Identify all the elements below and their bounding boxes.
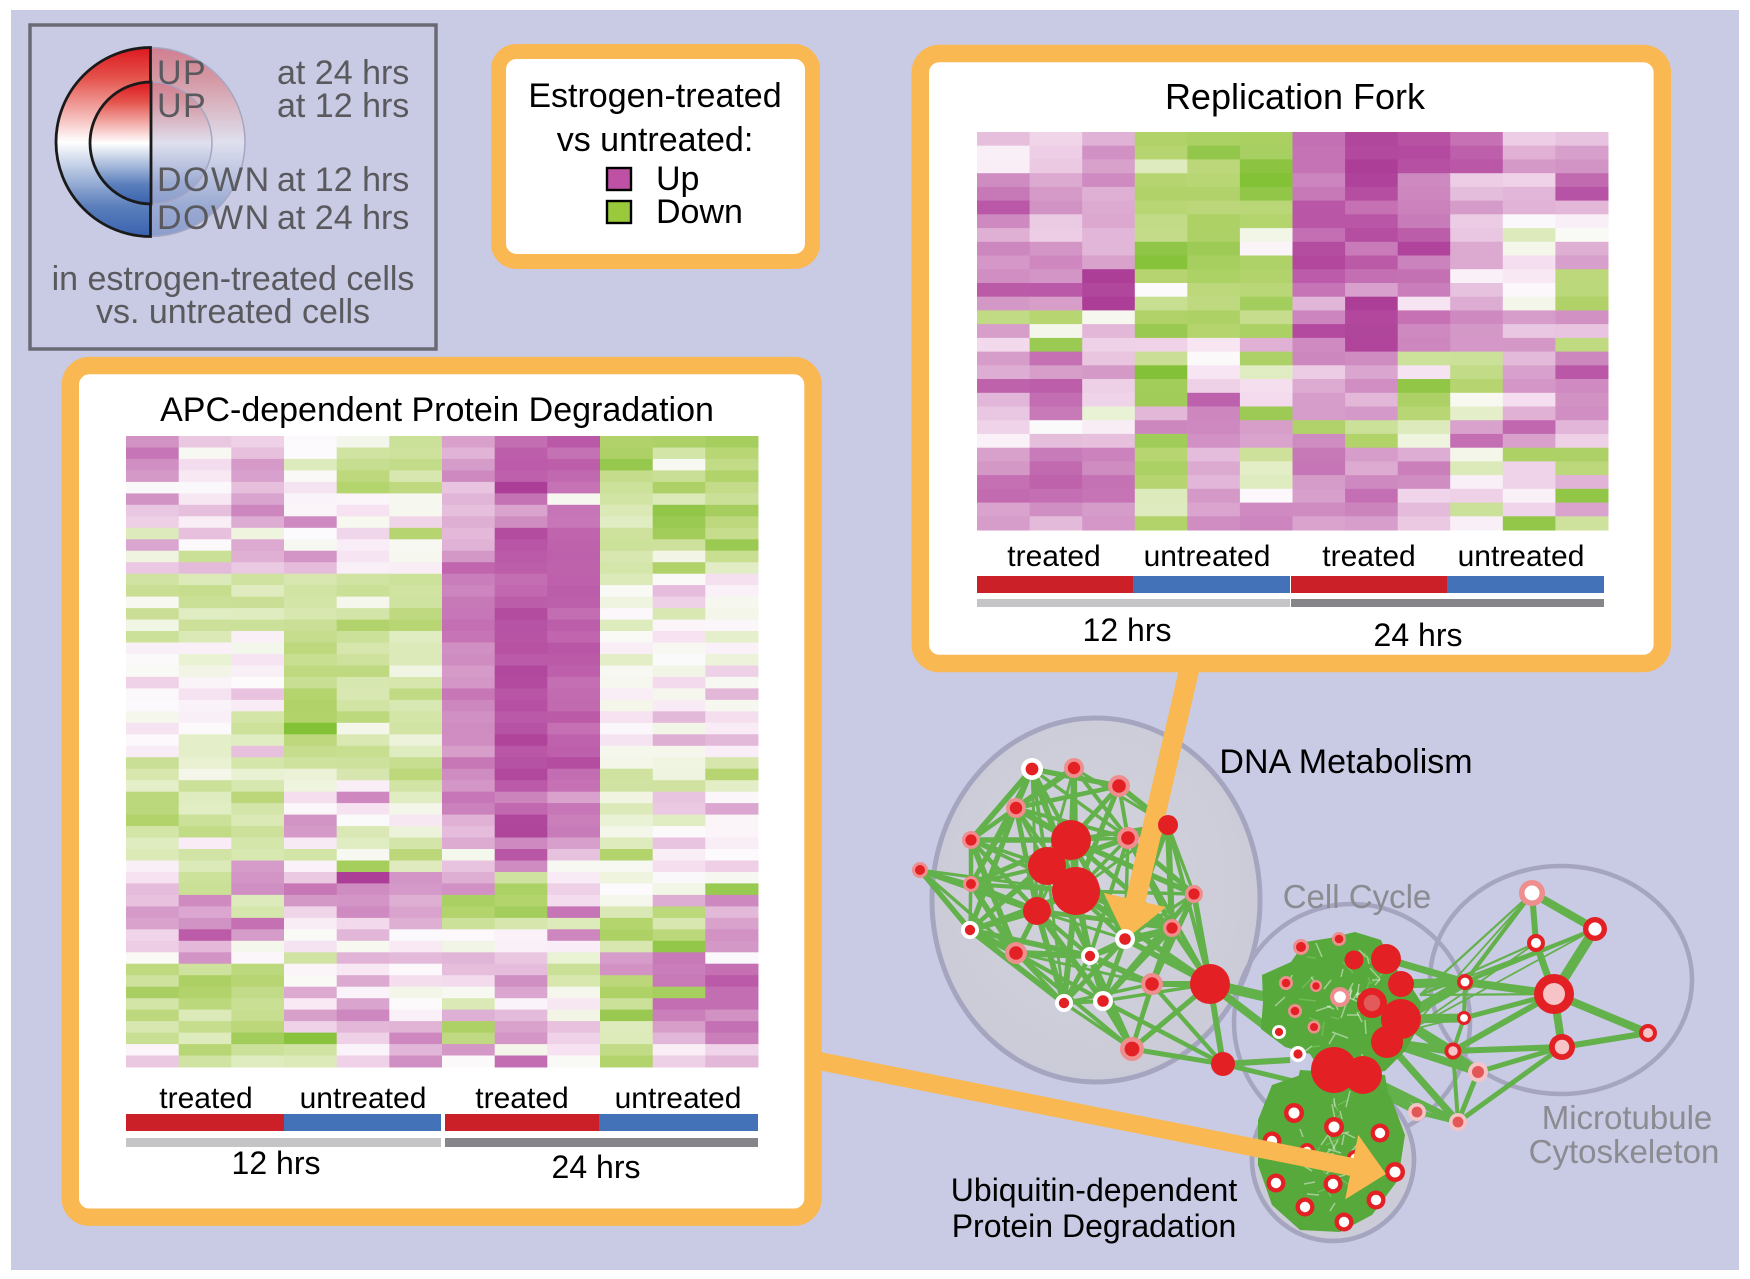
svg-text:vs. untreated cells: vs. untreated cells	[96, 293, 370, 331]
svg-text:Cell Cycle: Cell Cycle	[1283, 878, 1432, 915]
svg-text:UP: UP	[157, 87, 207, 125]
svg-text:Microtubule: Microtubule	[1542, 1099, 1713, 1136]
svg-text:Up: Up	[656, 160, 699, 198]
svg-text:24 hrs: 24 hrs	[1374, 617, 1463, 653]
svg-text:at 12 hrs: at 12 hrs	[277, 87, 409, 125]
svg-text:24 hrs: 24 hrs	[552, 1149, 641, 1185]
svg-text:treated: treated	[1007, 540, 1100, 573]
svg-text:Ubiquitin-dependent: Ubiquitin-dependent	[951, 1172, 1238, 1208]
svg-text:DOWN: DOWN	[157, 199, 271, 237]
svg-text:Cytoskeleton: Cytoskeleton	[1529, 1133, 1720, 1170]
svg-text:DNA Metabolism: DNA Metabolism	[1219, 743, 1472, 781]
svg-text:Down: Down	[656, 193, 743, 231]
svg-text:untreated: untreated	[1458, 540, 1585, 573]
svg-text:untreated: untreated	[300, 1082, 427, 1115]
svg-text:at 24 hrs: at 24 hrs	[277, 199, 409, 237]
svg-text:untreated: untreated	[615, 1082, 742, 1115]
svg-text:in estrogen-treated cells: in estrogen-treated cells	[52, 260, 415, 298]
svg-text:UP: UP	[157, 54, 207, 92]
svg-text:at 12 hrs: at 12 hrs	[277, 161, 409, 199]
svg-text:treated: treated	[1322, 540, 1415, 573]
svg-text:12 hrs: 12 hrs	[232, 1145, 321, 1181]
svg-text:APC-dependent Protein Degradat: APC-dependent Protein Degradation	[160, 391, 714, 429]
svg-text:vs untreated:: vs untreated:	[557, 121, 754, 159]
svg-text:Protein Degradation: Protein Degradation	[952, 1208, 1237, 1244]
svg-text:Estrogen-treated: Estrogen-treated	[528, 77, 781, 115]
svg-text:treated: treated	[475, 1082, 568, 1115]
svg-text:Replication Fork: Replication Fork	[1165, 76, 1426, 117]
svg-text:DOWN: DOWN	[157, 161, 271, 199]
svg-text:treated: treated	[159, 1082, 252, 1115]
svg-text:untreated: untreated	[1144, 540, 1271, 573]
svg-text:at 24 hrs: at 24 hrs	[277, 54, 409, 92]
svg-text:12 hrs: 12 hrs	[1083, 612, 1172, 648]
